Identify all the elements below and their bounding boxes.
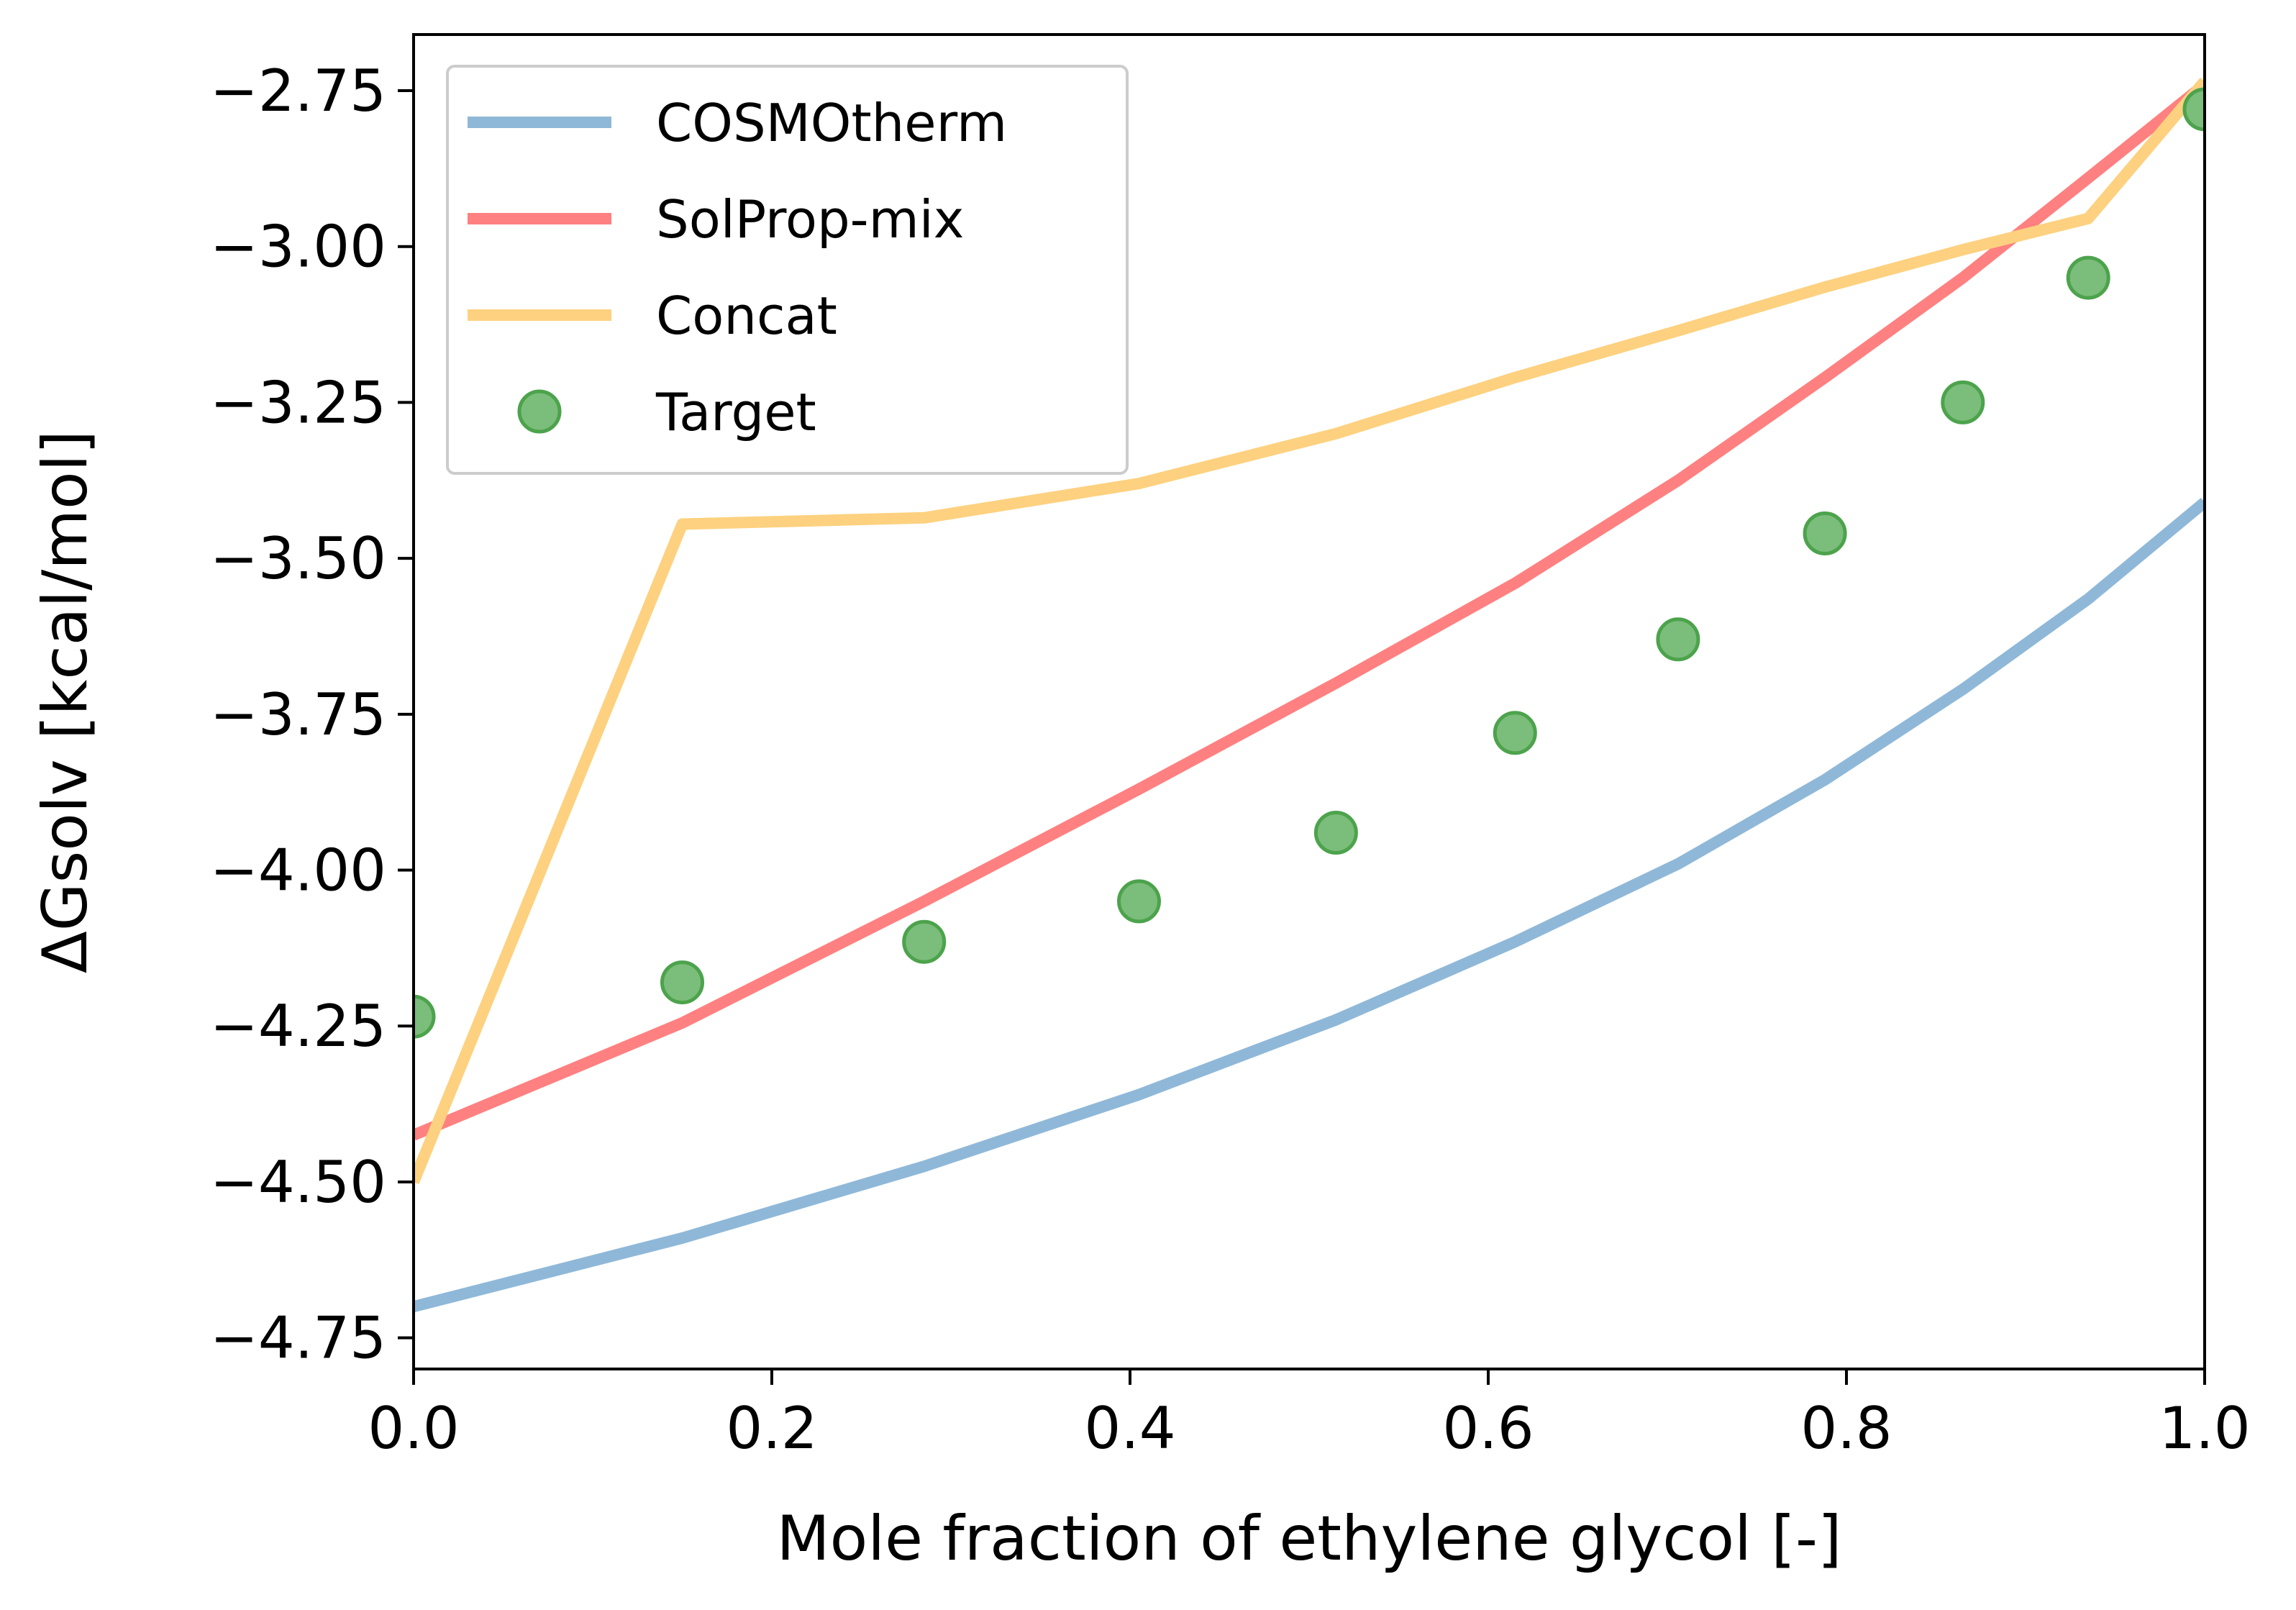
y-tick-label: −4.50	[210, 1149, 386, 1216]
target-point	[1493, 711, 1537, 755]
series-line-concat	[414, 77, 2205, 1185]
target-point	[414, 994, 436, 1039]
y-axis-label: ΔGsolv [kcal/mol]	[29, 430, 101, 973]
x-tick-label: 0.6	[1442, 1395, 1534, 1462]
plot-frame	[412, 33, 2206, 1370]
y-tick-label: −3.75	[210, 681, 386, 748]
target-point	[2066, 255, 2110, 300]
target-point	[902, 919, 947, 964]
y-tick-label: −4.75	[210, 1305, 386, 1372]
y-tick-label: −3.50	[210, 525, 386, 592]
x-tick-label: 1.0	[2159, 1395, 2250, 1462]
plot-area	[414, 77, 2205, 1313]
target-point	[1313, 811, 1358, 855]
x-tick-label: 0.4	[1084, 1395, 1175, 1462]
target-point	[2182, 87, 2205, 132]
axes: 0.0 0.2 0.4 0.6 0.8 1.0 −2.75 −3.00 −3.25 −3.50 −3…	[210, 33, 2251, 1462]
x-tick-label: 0.2	[726, 1395, 817, 1462]
legend-label-solprop-mix: SolProp-mix	[656, 189, 964, 250]
x-tick-label: 0.0	[368, 1395, 459, 1462]
target-point	[1656, 617, 1700, 662]
series-line-cosmotherm	[414, 497, 2205, 1313]
y-tick-label: −4.00	[210, 837, 386, 904]
y-tick-label: −3.25	[210, 369, 386, 436]
legend-label-concat: Concat	[656, 286, 837, 346]
legend: COSMOtherm SolProp-mix Concat Target	[446, 65, 1129, 475]
x-tick-label: 0.8	[1800, 1395, 1892, 1462]
y-tick-label: −4.25	[210, 993, 386, 1060]
target-point	[1117, 879, 1161, 924]
legend-label-target: Target	[655, 382, 816, 442]
y-tick-label: −2.75	[210, 58, 386, 124]
x-axis-label: Mole fraction of ethylene glycol [-]	[776, 1503, 1841, 1575]
legend-swatch-target	[517, 389, 562, 434]
legend-label-cosmotherm: COSMOtherm	[656, 93, 1007, 153]
target-point	[1941, 380, 1985, 424]
y-tick-label: −3.00	[210, 214, 386, 281]
target-point	[1803, 511, 1847, 555]
legend-box	[446, 65, 1129, 475]
target-point	[660, 960, 704, 1005]
